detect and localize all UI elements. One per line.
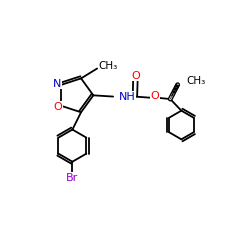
Text: Br: Br	[66, 173, 78, 183]
Text: O: O	[150, 91, 159, 101]
Text: N: N	[53, 79, 62, 89]
Text: O: O	[131, 71, 140, 81]
Text: O: O	[54, 102, 62, 112]
Text: NH: NH	[118, 92, 135, 102]
Text: CH₃: CH₃	[99, 60, 118, 70]
Text: CH₃: CH₃	[186, 76, 206, 86]
